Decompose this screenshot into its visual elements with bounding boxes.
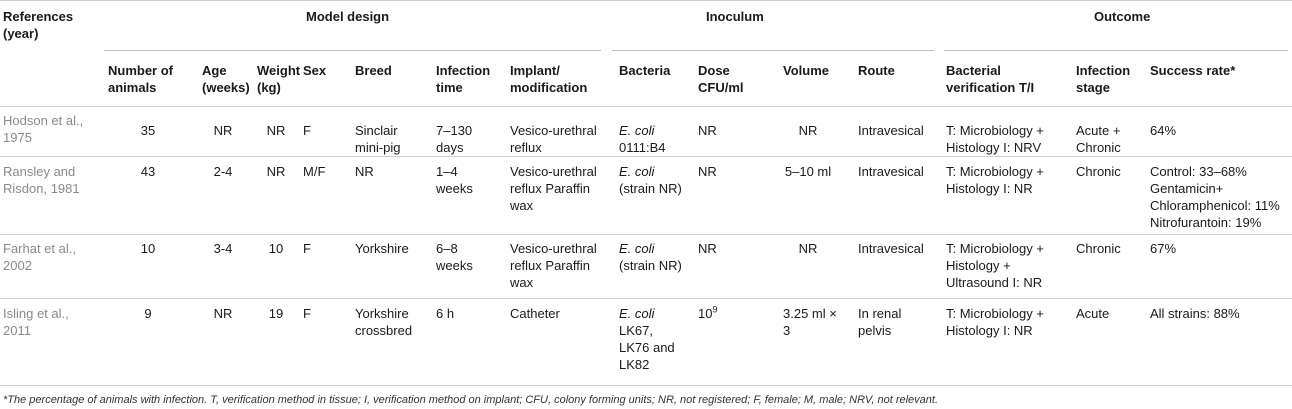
cell-route: Intravesical [858,164,924,179]
col-route: Route [858,63,895,78]
cell-success: Control: 33–68% Gentamicin+ Chloramphenico… [1150,164,1280,230]
header-outcome: Outcome [1094,9,1151,24]
cell-breed: Yorkshire crossbred [355,306,413,338]
cell-infection-time: 6–8 weeks [436,241,473,273]
cell-infection-time: 1–4 weeks [436,164,473,196]
cell-route: Intravesical [858,241,924,256]
row-rule [0,156,1292,157]
cell-route: Intravesical [858,123,924,138]
cell-reference: Isling et al., 2011 [3,306,69,338]
header-model-design: Model design [306,9,390,24]
cell-success: 67% [1150,241,1177,256]
cell-weight: NR [266,164,286,179]
cell-infection-time: 6 h [436,306,455,321]
cell-bacteria: E. coli 0111:B4 [619,123,666,155]
cell-reference: Hodson et al., 1975 [3,113,84,145]
cell-sex: F [303,123,311,138]
col-weight: Weight (kg) [257,63,301,95]
cell-volume: NR [798,123,818,138]
cell-age: 2-4 [213,164,233,179]
header-bottom-rule [0,106,1292,107]
cell-stage: Chronic [1076,241,1121,256]
cell-breed: Yorkshire [355,241,409,256]
cell-number: 10 [140,241,156,256]
cell-bacteria: E. coli (strain NR) [619,241,682,273]
cell-dose: NR [698,241,717,256]
row-rule [0,234,1292,235]
cell-stage: Acute [1076,306,1110,321]
cell-verification: T: Microbiology + Histology I: NRV [946,123,1044,155]
col-infection-time: Infection time [436,63,491,95]
cell-bacteria: E. coli (strain NR) [619,164,682,196]
cell-verification: T: Microbiology + Histology I: NR [946,306,1044,338]
col-verification: Bacterial verification T/I [946,63,1035,95]
cell-reference: Ransley and Risdon, 1981 [3,164,80,196]
cell-age: NR [213,306,233,321]
cell-sex: F [303,241,311,256]
cell-weight: NR [266,123,286,138]
col-number-of-animals: Number of animals [108,63,173,95]
cell-implant: Vesico-urethral reflux Paraffin wax [510,164,597,213]
col-sex: Sex [303,63,327,78]
rule-inoculum [612,50,934,51]
col-dose: Dose CFU/ml [698,63,744,95]
cell-breed: NR [355,164,374,179]
col-breed: Breed [355,63,392,78]
cell-volume: 5–10 ml [784,164,832,179]
cell-age: 3-4 [213,241,233,256]
cell-breed: Sinclair mini-pig [355,123,401,155]
cell-stage: Acute + Chronic [1076,123,1121,155]
cell-bacteria: E. coli LK67, LK76 and LK82 [619,306,675,372]
rule-outcome [944,50,1288,51]
cell-verification: T: Microbiology + Histology I: NR [946,164,1044,196]
header-references: References (year) [3,9,74,41]
cell-dose: 109 [698,304,718,321]
cell-weight: 10 [268,241,284,256]
bottom-rule [0,385,1292,386]
cell-infection-time: 7–130 days [436,123,473,155]
col-success-rate: Success rate* [1150,63,1236,78]
cell-stage: Chronic [1076,164,1121,179]
col-infection-stage: Infection stage [1076,63,1131,95]
cell-implant: Catheter [510,306,560,321]
col-age: Age (weeks) [202,63,250,95]
col-bacteria: Bacteria [619,63,671,78]
cell-implant: Vesico-urethral reflux [510,123,597,155]
header-inoculum: Inoculum [706,9,764,24]
cell-success: All strains: 88% [1150,306,1240,321]
table-footnote: *The percentage of animals with infectio… [3,394,939,406]
top-rule [0,0,1292,1]
cell-volume: NR [798,241,818,256]
cell-volume: 3.25 ml × 3 [783,306,837,338]
cell-sex: M/F [303,164,326,179]
cell-success: 64% [1150,123,1177,138]
cell-age: NR [213,123,233,138]
cell-weight: 19 [268,306,284,321]
cell-number: 35 [140,123,156,138]
cell-implant: Vesico-urethral reflux Paraffin wax [510,241,597,290]
rule-model-design [104,50,601,51]
cell-sex: F [303,306,311,321]
col-implant: Implant/modification [510,63,588,95]
cell-dose: NR [698,164,717,179]
cell-reference: Farhat et al., 2002 [3,241,76,273]
row-rule [0,298,1292,299]
cell-route: In renal pelvis [858,306,902,338]
cell-number: 43 [140,164,156,179]
cell-verification: T: Microbiology + Histology + Ultrasound I… [946,241,1044,290]
cell-dose: NR [698,123,717,138]
cell-number: 9 [144,306,152,321]
col-volume: Volume [783,63,829,78]
